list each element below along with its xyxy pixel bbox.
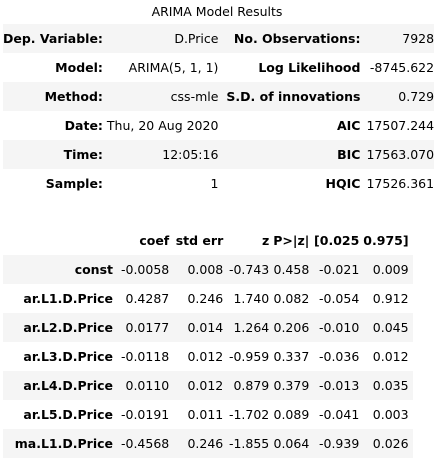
column-header: P>|z| bbox=[273, 233, 310, 248]
table-cell: -0.4568 bbox=[121, 429, 174, 458]
table-cell: 0.064 bbox=[273, 429, 314, 458]
summary-label: AIC bbox=[336, 118, 361, 133]
table-row: Date: Thu, 20 Aug 2020 AIC 17507.244 bbox=[3, 111, 434, 140]
table-cell: -0.959 bbox=[228, 349, 270, 364]
summary-label: No. Observations: bbox=[226, 24, 367, 53]
summary-value: 17563.070 bbox=[366, 140, 434, 169]
column-header: 0.975] bbox=[363, 233, 409, 248]
summary-value: 0.729 bbox=[366, 82, 434, 111]
row-label: ar.L5.D.Price bbox=[23, 407, 113, 422]
table-cell: -0.036 bbox=[319, 349, 360, 364]
summary-value: 17526.361 bbox=[366, 176, 434, 191]
table-cell: 0.012 bbox=[173, 371, 228, 400]
summary-label: BIC bbox=[226, 140, 367, 169]
summary-label: Dep. Variable: bbox=[3, 24, 107, 53]
summary-value: 12:05:16 bbox=[106, 140, 227, 169]
table-cell: -1.855 bbox=[227, 429, 274, 458]
table-cell: -0.0058 bbox=[121, 255, 174, 284]
column-header: coef bbox=[139, 233, 170, 248]
row-label: ar.L2.D.Price bbox=[3, 313, 121, 342]
column-header bbox=[3, 226, 121, 255]
summary-value: -8745.622 bbox=[369, 60, 434, 75]
table-cell: -0.0118 bbox=[121, 349, 170, 364]
table-cell: 1.740 bbox=[233, 291, 270, 306]
table-row: ar.L5.D.Price -0.0191 0.011 -1.702 0.089… bbox=[3, 400, 413, 429]
summary-value: Thu, 20 Aug 2020 bbox=[106, 118, 219, 133]
table-cell: 0.089 bbox=[273, 407, 310, 422]
table-cell: 0.008 bbox=[173, 255, 228, 284]
column-header: [0.025 bbox=[314, 233, 360, 248]
table-cell: 0.0177 bbox=[121, 313, 174, 342]
summary-value: 1 bbox=[210, 176, 219, 191]
column-header: std err bbox=[175, 233, 224, 248]
table-cell: -0.743 bbox=[227, 255, 274, 284]
table-cell: 0.246 bbox=[187, 291, 224, 306]
table-cell: 0.035 bbox=[363, 371, 413, 400]
table-header-row: coef std err z P>|z| [0.025 0.975] bbox=[3, 226, 413, 255]
table-row: ar.L4.D.Price 0.0110 0.012 0.879 0.379 -… bbox=[3, 371, 413, 400]
table-cell: 0.012 bbox=[372, 349, 409, 364]
table-cell: -0.013 bbox=[313, 371, 364, 400]
table-row: ar.L1.D.Price 0.4287 0.246 1.740 0.082 -… bbox=[3, 284, 413, 313]
table-cell: 0.003 bbox=[372, 407, 409, 422]
table-cell: 0.879 bbox=[227, 371, 274, 400]
summary-label: HQIC bbox=[325, 176, 361, 191]
row-label: ar.L3.D.Price bbox=[23, 349, 113, 364]
table-cell: 0.009 bbox=[363, 255, 413, 284]
table-row: Dep. Variable: D.Price No. Observations:… bbox=[3, 24, 434, 53]
table-cell: -0.041 bbox=[319, 407, 360, 422]
summary-value: 7928 bbox=[366, 24, 434, 53]
table-cell: 0.014 bbox=[173, 313, 228, 342]
summary-value: D.Price bbox=[106, 24, 227, 53]
summary-value: 17507.244 bbox=[366, 118, 434, 133]
table-row: Sample: 1 HQIC 17526.361 bbox=[3, 169, 434, 198]
table-cell: -1.702 bbox=[228, 407, 270, 422]
column-header: z bbox=[261, 233, 270, 248]
table-cell: -0.054 bbox=[319, 291, 360, 306]
summary-label: S.D. of innovations bbox=[226, 82, 367, 111]
summary-label: Date: bbox=[64, 118, 103, 133]
table-cell: -0.021 bbox=[313, 255, 364, 284]
table-row: Time: 12:05:16 BIC 17563.070 bbox=[3, 140, 434, 169]
table-cell: 0.011 bbox=[187, 407, 224, 422]
row-label: const bbox=[3, 255, 121, 284]
table-cell: 0.4287 bbox=[125, 291, 170, 306]
table-row: ma.L1.D.Price -0.4568 0.246 -1.855 0.064… bbox=[3, 429, 413, 458]
table-cell: 0.246 bbox=[173, 429, 228, 458]
table-cell: -0.939 bbox=[313, 429, 364, 458]
table-caption: ARIMA Model Results bbox=[151, 4, 283, 19]
table-row: ar.L3.D.Price -0.0118 0.012 -0.959 0.337… bbox=[3, 342, 413, 371]
table-cell: 0.012 bbox=[187, 349, 224, 364]
summary-label: Sample: bbox=[45, 176, 103, 191]
table-row: Model: ARIMA(5, 1, 1) Log Likelihood -87… bbox=[3, 53, 434, 82]
coefficient-table: coef std err z P>|z| [0.025 0.975] const… bbox=[3, 226, 413, 458]
row-label: ar.L1.D.Price bbox=[23, 291, 113, 306]
summary-label: Model: bbox=[55, 60, 103, 75]
table-cell: 0.0110 bbox=[121, 371, 174, 400]
table-cell: 0.912 bbox=[372, 291, 409, 306]
row-label: ar.L4.D.Price bbox=[3, 371, 121, 400]
table-cell: -0.010 bbox=[313, 313, 364, 342]
table-cell: 0.458 bbox=[273, 255, 314, 284]
summary-value: css-mle bbox=[106, 82, 227, 111]
table-cell: 0.337 bbox=[273, 349, 310, 364]
summary-value: ARIMA(5, 1, 1) bbox=[128, 60, 219, 75]
table-cell: 0.206 bbox=[273, 313, 314, 342]
table-cell: 0.045 bbox=[363, 313, 413, 342]
table-cell: 0.379 bbox=[273, 371, 314, 400]
summary-label: Method: bbox=[3, 82, 107, 111]
table-cell: 0.082 bbox=[273, 291, 310, 306]
table-cell: 0.026 bbox=[363, 429, 413, 458]
table-cell: -0.0191 bbox=[121, 407, 170, 422]
summary-label: Log Likelihood bbox=[258, 60, 361, 75]
model-summary-table: Dep. Variable: D.Price No. Observations:… bbox=[3, 24, 434, 198]
table-cell: 1.264 bbox=[227, 313, 274, 342]
row-label: ma.L1.D.Price bbox=[3, 429, 121, 458]
table-row: Method: css-mle S.D. of innovations 0.72… bbox=[3, 82, 434, 111]
table-row: ar.L2.D.Price 0.0177 0.014 1.264 0.206 -… bbox=[3, 313, 413, 342]
summary-label: Time: bbox=[3, 140, 107, 169]
table-row: const -0.0058 0.008 -0.743 0.458 -0.021 … bbox=[3, 255, 413, 284]
